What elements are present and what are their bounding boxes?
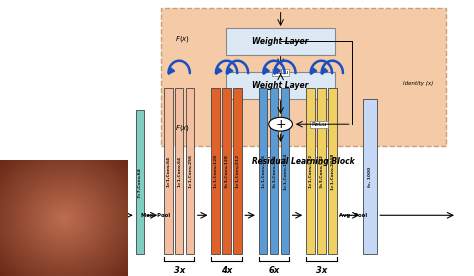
FancyBboxPatch shape	[211, 88, 220, 254]
Text: 1×1,Conv,2048: 1×1,Conv,2048	[330, 153, 334, 190]
Text: 1×1,Conv,64: 1×1,Conv,64	[177, 156, 181, 187]
Text: Identity (x): Identity (x)	[403, 81, 433, 86]
Text: 3x: 3x	[316, 266, 327, 275]
FancyBboxPatch shape	[175, 88, 183, 254]
FancyBboxPatch shape	[363, 99, 377, 254]
Text: Weight Layer: Weight Layer	[253, 81, 309, 90]
Text: 1×1,Conv,128: 1×1,Conv,128	[214, 154, 218, 188]
FancyBboxPatch shape	[270, 88, 278, 254]
Text: Avg- Pool: Avg- Pool	[339, 213, 367, 218]
Circle shape	[269, 117, 292, 131]
FancyBboxPatch shape	[161, 8, 446, 146]
FancyBboxPatch shape	[226, 28, 335, 55]
Text: fc, 1000: fc, 1000	[368, 166, 372, 187]
Text: 6x: 6x	[268, 266, 280, 275]
FancyBboxPatch shape	[317, 88, 326, 254]
Text: 3×3,Conv,256: 3×3,Conv,256	[272, 154, 276, 188]
FancyBboxPatch shape	[222, 88, 231, 254]
Text: 1×1,Conv,256: 1×1,Conv,256	[261, 154, 265, 188]
Text: $F(x)$: $F(x)$	[175, 34, 191, 44]
FancyBboxPatch shape	[164, 88, 173, 254]
Text: 4x: 4x	[221, 266, 232, 275]
Text: ReLu: ReLu	[311, 122, 327, 127]
FancyBboxPatch shape	[186, 88, 194, 254]
FancyBboxPatch shape	[226, 72, 335, 99]
FancyBboxPatch shape	[306, 88, 315, 254]
Text: 3×3,Conv,128: 3×3,Conv,128	[225, 154, 228, 188]
Text: $F(x)$: $F(x)$	[175, 123, 191, 133]
Text: +: +	[275, 118, 286, 131]
FancyBboxPatch shape	[136, 110, 144, 254]
Text: ReLu: ReLu	[273, 70, 288, 75]
Text: 3×3,Conv,512: 3×3,Conv,512	[319, 154, 323, 188]
Text: Max- Pool: Max- Pool	[141, 213, 170, 218]
Text: 1×1,Conv,512: 1×1,Conv,512	[309, 154, 312, 188]
Text: 1×1,Conv,512: 1×1,Conv,512	[236, 154, 239, 188]
FancyBboxPatch shape	[281, 88, 289, 254]
Text: 7×7,Conv,64: 7×7,Conv,64	[138, 167, 142, 198]
Text: Residual Learning Block: Residual Learning Block	[252, 157, 355, 166]
FancyBboxPatch shape	[328, 88, 337, 254]
FancyBboxPatch shape	[259, 88, 267, 254]
Text: Weight Layer: Weight Layer	[253, 37, 309, 46]
Text: 3x: 3x	[173, 266, 185, 275]
FancyBboxPatch shape	[233, 88, 242, 254]
Text: 1×1,Conv,1024: 1×1,Conv,1024	[283, 152, 287, 190]
Text: 1×1,Conv,64: 1×1,Conv,64	[166, 156, 170, 187]
Text: 1×1,Conv,256: 1×1,Conv,256	[188, 154, 192, 188]
